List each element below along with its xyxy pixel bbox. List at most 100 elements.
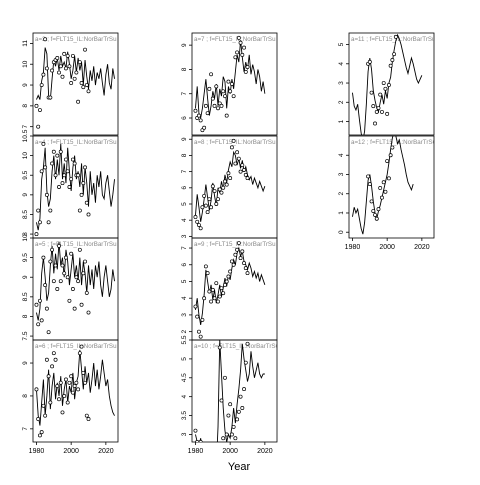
data-point [214, 84, 219, 89]
y-tick-label: 5 [181, 202, 188, 206]
series-line [352, 136, 414, 235]
series-line [36, 241, 115, 321]
data-point [36, 322, 41, 327]
series-line [36, 349, 115, 426]
data-point [376, 106, 381, 111]
panel-label: a=12 ; f=FLT15_IL:NorBarTrSu [351, 139, 437, 146]
data-point [223, 94, 227, 99]
data-point [369, 90, 374, 95]
data-point [231, 138, 236, 143]
data-point [43, 37, 48, 42]
data-point [205, 111, 210, 116]
data-point [203, 103, 208, 108]
y-tick-label: 9 [22, 361, 29, 365]
data-point [44, 357, 49, 362]
data-point [39, 430, 44, 435]
data-point [62, 271, 67, 276]
data-point [65, 169, 70, 174]
data-point [60, 410, 65, 415]
panel-label: a=6 ; f=FLT15_IL:NorBarTrSu [35, 343, 117, 350]
data-point [51, 279, 56, 284]
data-point [83, 259, 87, 264]
data-point [50, 68, 55, 73]
data-point [72, 306, 77, 311]
y-tick-label: 9 [181, 43, 188, 47]
data-point [211, 452, 214, 455]
data-point [67, 185, 72, 189]
x-tick-label: 2000 [222, 448, 238, 455]
y-tick-label: 6 [181, 263, 188, 267]
data-point [231, 94, 236, 99]
data-point [381, 81, 386, 85]
x-tick-label: 1980 [29, 448, 45, 455]
y-tick-label: 9.5 [22, 170, 29, 179]
panel-4: 7 8 9 1980 2000 2020 a=6 ; f=FLT15_IL:NorBarTr… [22, 339, 119, 455]
data-point [34, 232, 39, 237]
y-tick-label: 10 [22, 60, 29, 68]
data-point [374, 216, 379, 221]
data-point [67, 298, 72, 303]
y-tick-label: 10 [22, 152, 29, 160]
data-point [224, 432, 229, 437]
series-line [352, 33, 423, 135]
data-point [221, 185, 226, 190]
data-point [235, 417, 240, 422]
series-line [195, 150, 266, 222]
data-point [58, 279, 63, 284]
data-point [46, 330, 51, 335]
data-point [200, 205, 205, 210]
data-point [84, 413, 89, 418]
data-point [55, 384, 60, 389]
data-point [228, 89, 233, 94]
panel-frame [32, 32, 119, 136]
data-point [238, 256, 243, 261]
data-point [62, 173, 67, 178]
data-point [81, 271, 86, 276]
data-point [50, 247, 55, 252]
y-tick-label: 7 [181, 169, 188, 173]
data-point [223, 179, 227, 184]
data-point [369, 199, 374, 204]
data-point [57, 70, 61, 75]
y-tick-label: 5 [181, 357, 188, 361]
data-point [202, 193, 207, 198]
data-point [48, 400, 53, 405]
y-tick-label: 2 [181, 329, 188, 333]
data-point [58, 380, 63, 385]
data-point [84, 290, 89, 295]
data-point [214, 281, 219, 286]
x-axis-label: Year [228, 461, 251, 473]
data-point [36, 124, 41, 129]
data-point [39, 83, 44, 87]
data-point [385, 159, 390, 163]
data-point [48, 259, 53, 264]
data-point [376, 207, 381, 212]
data-point [65, 275, 70, 280]
data-point [385, 111, 390, 116]
data-point [235, 50, 240, 55]
data-point [196, 113, 201, 118]
panel-8: 3 3.5 4 4.5 5 5.5 1980 2000 2020 a=10 ; f=FLT15_I… [181, 335, 278, 455]
x-tick-label: 2000 [63, 448, 79, 455]
data-point [236, 35, 241, 40]
panel-label: a=3 ; f=FLT15_IL:NorBarTrSu [35, 36, 117, 43]
data-point [390, 145, 395, 150]
data-point [209, 72, 214, 77]
data-point [55, 153, 60, 158]
data-point [198, 440, 203, 442]
data-point [214, 202, 219, 206]
data-point [195, 440, 200, 442]
data-point [77, 60, 82, 65]
data-point [221, 89, 226, 94]
data-point [242, 261, 246, 266]
data-point [223, 282, 227, 287]
data-point [238, 169, 243, 174]
data-point [55, 287, 60, 291]
y-tick-label: 3 [181, 234, 188, 238]
data-point [34, 387, 39, 392]
data-point [245, 271, 250, 276]
data-point [212, 103, 217, 108]
y-tick-label: 1 [338, 211, 345, 215]
data-point [83, 47, 87, 52]
data-point [72, 161, 77, 166]
